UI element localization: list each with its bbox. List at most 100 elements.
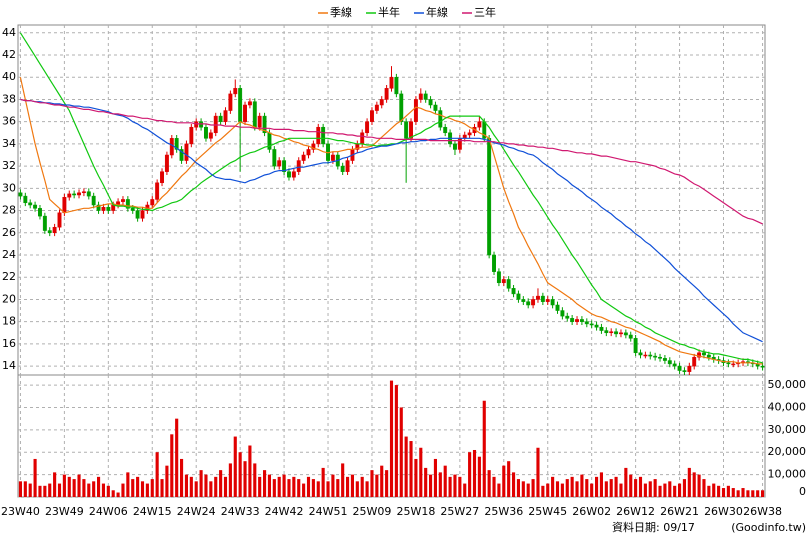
candle-body — [370, 110, 374, 122]
volume-bar — [277, 476, 281, 497]
x-tick-label: 25W36 — [484, 505, 523, 518]
volume-bar — [194, 481, 198, 497]
candle-body — [125, 199, 130, 209]
candle-body — [91, 195, 96, 206]
volume-bar — [541, 485, 545, 497]
candle-body — [648, 354, 653, 357]
volume-bar — [311, 479, 315, 497]
volume-bar — [702, 479, 706, 497]
candle-body — [101, 206, 106, 211]
legend-label: 季線 — [330, 5, 352, 19]
volume-bar — [131, 479, 135, 497]
volume-bar — [546, 483, 550, 497]
candle-body — [706, 354, 711, 358]
volume-bar — [741, 488, 745, 497]
volume-bar — [458, 476, 462, 497]
candle-body — [174, 138, 179, 150]
candle-body — [702, 352, 706, 356]
volume-bar — [404, 436, 408, 497]
volume-bar — [751, 490, 755, 497]
volume-bar — [238, 452, 242, 497]
ma-line — [19, 77, 763, 365]
candle-body — [121, 199, 125, 202]
volume-bar — [57, 483, 62, 497]
candle-body — [584, 321, 589, 325]
volume-bar — [228, 463, 232, 497]
candle-body — [550, 299, 555, 306]
candle-body — [399, 93, 404, 122]
y-tick-label: 28 — [2, 204, 16, 217]
volume-bar — [331, 474, 335, 497]
volume-bar — [67, 476, 71, 497]
ma-line — [20, 98, 763, 343]
volume-bar — [424, 467, 428, 497]
volume-bar — [292, 476, 296, 497]
candle-body — [243, 104, 247, 122]
candle-body — [272, 149, 277, 167]
volume-bar — [360, 476, 364, 497]
y-tick-label: 24 — [2, 248, 16, 261]
y-tick-label: 32 — [2, 159, 16, 172]
volume-bar — [385, 470, 389, 497]
volume-bar — [297, 479, 301, 497]
candle-body — [726, 362, 731, 365]
x-tick-label: 26W21 — [660, 505, 699, 518]
candle-body — [164, 154, 169, 172]
volume-bar — [170, 434, 174, 497]
candle-body — [360, 132, 365, 145]
candle-body — [570, 318, 575, 322]
candle-body — [316, 126, 321, 145]
volume-bar — [756, 490, 760, 497]
candle-body — [633, 338, 638, 354]
candle-body — [531, 299, 536, 306]
volume-bar — [658, 485, 662, 497]
y-tick-label: 42 — [2, 48, 16, 61]
volume-bar — [526, 483, 530, 497]
volume-bar — [477, 456, 481, 497]
y-tick-label: 40 — [2, 70, 16, 83]
x-tick-label: 23W49 — [45, 505, 84, 518]
candle-body — [516, 293, 521, 300]
x-tick-label: 25W18 — [396, 505, 435, 518]
volume-bar — [521, 481, 525, 497]
candle-body — [477, 121, 482, 128]
candle-body — [526, 301, 531, 306]
x-tick-label: 24W42 — [265, 505, 304, 518]
candle-body — [72, 193, 77, 196]
volume-bar — [389, 380, 394, 497]
volume-bar — [453, 474, 457, 497]
volume-bar — [516, 479, 521, 497]
candle-body — [731, 363, 736, 366]
legend-label: 年線 — [426, 5, 448, 19]
volume-bar — [629, 474, 633, 497]
candle-body — [155, 182, 160, 200]
y2-tick-label: 0 — [799, 485, 806, 498]
volume-bar — [189, 476, 193, 497]
y2-tick-label: 20,000 — [768, 445, 807, 458]
candle-body — [540, 295, 545, 302]
candle-body — [340, 165, 345, 172]
candle-body — [365, 121, 370, 134]
candle-body — [301, 154, 306, 161]
volume-bar — [184, 474, 189, 497]
volume-bar — [175, 418, 179, 497]
candle-body — [658, 356, 662, 359]
volume-bar — [707, 485, 711, 497]
x-tick-label: 25W09 — [353, 505, 392, 518]
candle-body — [560, 310, 565, 317]
candle-body — [160, 171, 164, 184]
volume-bar — [165, 465, 169, 497]
candle-body — [677, 365, 682, 371]
volume-bar — [677, 483, 682, 497]
legend-label: 半年 — [378, 5, 400, 19]
volume-bar — [673, 485, 677, 497]
volume-bar — [53, 472, 57, 497]
candle-body — [589, 323, 594, 326]
volume-bar — [419, 447, 423, 497]
volume-bar — [243, 461, 247, 497]
candle-body — [604, 330, 609, 334]
volume-bar — [370, 470, 374, 497]
candle-body — [321, 126, 326, 145]
volume-bar — [199, 470, 203, 497]
x-tick-label: 25W27 — [440, 505, 479, 518]
